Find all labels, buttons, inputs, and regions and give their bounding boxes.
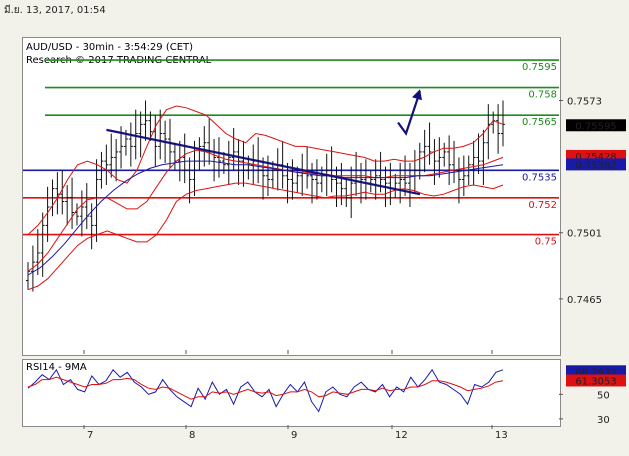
x-tick-label: 13	[495, 430, 508, 441]
x-tick-label: 9	[291, 430, 297, 441]
rsi-y-tick-label: 50	[597, 390, 610, 401]
level-label: 0.752	[528, 200, 557, 211]
level-label: 0.7595	[522, 62, 557, 73]
bollinger-mid	[27, 149, 504, 272]
y-tick-label: 0.7465	[567, 295, 602, 306]
price-tag-label: 0.75382	[575, 160, 616, 171]
y-tick-label: 0.7573	[567, 96, 602, 107]
bollinger-lower	[27, 182, 504, 291]
rsi-value-tag	[566, 374, 626, 387]
level-label: 0.7535	[522, 172, 557, 183]
y-tick-label: 0.7501	[567, 229, 602, 240]
price-tag	[566, 158, 626, 171]
level-label: 0.7565	[522, 117, 557, 128]
level-label: 0.758	[528, 90, 557, 101]
rsi-value-tag-label: 68.7932	[575, 367, 616, 378]
trendline	[106, 128, 421, 196]
bollinger-upper	[27, 105, 504, 235]
rsi-series-line	[27, 368, 504, 413]
price-tag-label: 0.75595	[575, 121, 616, 132]
price-chart-panel	[22, 37, 561, 356]
rsi-y-tick-label: 30	[597, 415, 610, 426]
rsi-value-tag	[566, 365, 626, 378]
forecast-arrowhead	[412, 89, 422, 101]
x-tick-label: 8	[189, 430, 195, 441]
price-tag-label: 0.75428	[575, 152, 616, 163]
moving-average	[27, 160, 504, 276]
rsi-series-line	[27, 376, 504, 400]
timestamp: มี.ย. 13, 2017, 01:54	[4, 5, 106, 16]
price-tag	[566, 119, 626, 132]
level-label: 0.75	[535, 237, 557, 248]
rsi-value-tag-label: 61.3053	[575, 376, 616, 387]
candles-group	[26, 100, 505, 292]
rsi-title: RSI14 - 9MA	[26, 362, 87, 373]
x-tick-label: 7	[87, 430, 93, 441]
forecast-arrow	[397, 90, 422, 136]
x-tick-label: 12	[395, 430, 408, 441]
chart-title: AUD/USD - 30min - 3:54:29 (CET)	[26, 42, 193, 53]
